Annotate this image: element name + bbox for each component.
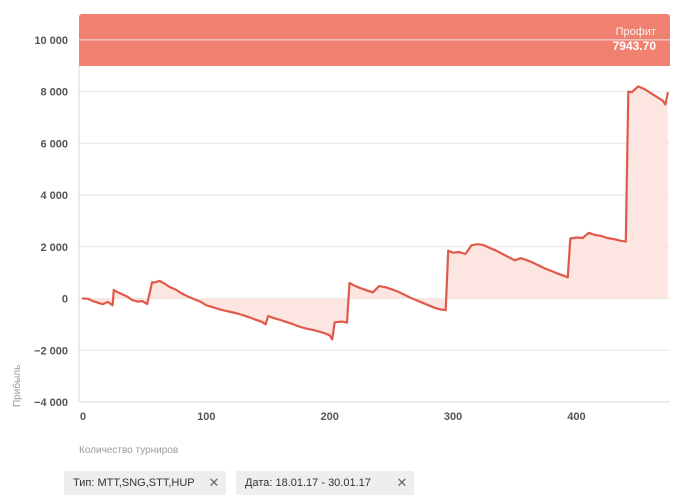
profit-summary: Профит 7943.70 bbox=[613, 26, 656, 53]
y-axis-title: Прибыль bbox=[11, 365, 23, 407]
y-tick-label: 8 000 bbox=[40, 87, 68, 99]
filter-chip-date[interactable]: Дата: 18.01.17 - 30.01.17 ✕ bbox=[236, 471, 414, 495]
filter-chip-type-label: Тип: MTT,SNG,STT,HUP bbox=[73, 477, 195, 489]
series-area bbox=[83, 86, 668, 340]
y-tick-label: 0 bbox=[62, 294, 68, 306]
y-tick-label: −2 000 bbox=[34, 345, 68, 357]
y-tick-label: −4 000 bbox=[34, 397, 68, 409]
close-icon[interactable]: ✕ bbox=[208, 475, 220, 490]
x-tick-label: 0 bbox=[80, 411, 86, 423]
close-icon[interactable]: ✕ bbox=[396, 475, 408, 490]
x-tick-label: 300 bbox=[444, 411, 462, 423]
y-tick-label: 10 000 bbox=[34, 35, 68, 47]
x-axis-title: Количество турниров bbox=[79, 445, 178, 456]
series-line bbox=[81, 85, 669, 341]
profit-label: Профит bbox=[615, 26, 656, 38]
profit-banner: Профит 7943.70 bbox=[79, 14, 670, 66]
filter-chip-date-label: Дата: 18.01.17 - 30.01.17 bbox=[245, 477, 371, 489]
x-tick-label: 100 bbox=[197, 411, 215, 423]
y-tick-label: 2 000 bbox=[40, 242, 68, 254]
x-tick-label: 200 bbox=[321, 411, 339, 423]
y-tick-label: 6 000 bbox=[40, 138, 68, 150]
profit-value: 7943.70 bbox=[612, 39, 656, 53]
y-tick-label: 4 000 bbox=[40, 190, 68, 202]
filter-chip-type[interactable]: Тип: MTT,SNG,STT,HUP ✕ bbox=[64, 471, 226, 495]
x-tick-label: 400 bbox=[567, 411, 585, 423]
